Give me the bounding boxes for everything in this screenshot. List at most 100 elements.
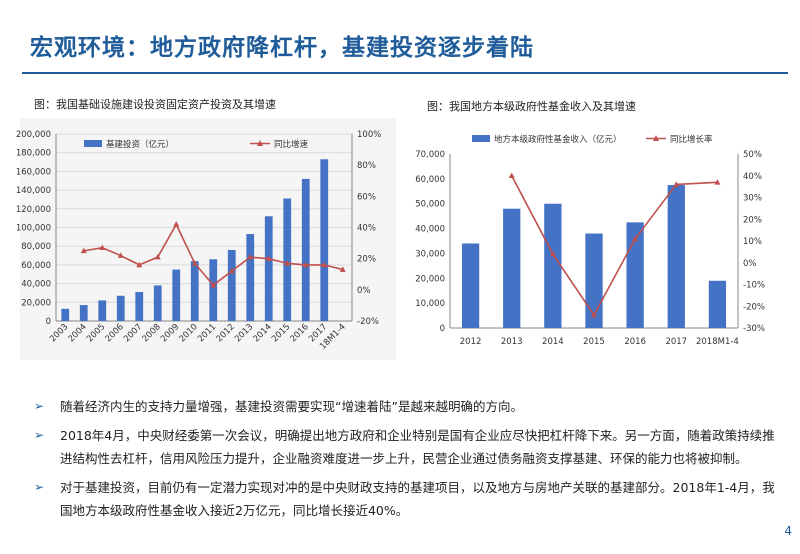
bar bbox=[461, 243, 480, 328]
y-right-tick-label: 10% bbox=[743, 237, 762, 247]
page-number: 4 bbox=[784, 524, 792, 538]
bullet-item: ➢ 2018年4月，中央财经委第一次会议，明确提出地方政府和企业特别是国有企业应… bbox=[34, 424, 784, 470]
x-tick-label: 2013 bbox=[233, 322, 255, 344]
data-point bbox=[591, 311, 597, 318]
bar bbox=[264, 216, 273, 321]
chart2-svg: 0 10,000 20,000 30,000 40,000 50,000 60,000 70,… bbox=[415, 134, 765, 347]
bar bbox=[301, 178, 310, 321]
chart2-caption: 图：我国地方本级政府性基金收入及其增速 bbox=[427, 100, 636, 113]
x-tick-label: 2012 bbox=[460, 337, 482, 347]
y-right-tick-label: -30% bbox=[743, 324, 765, 334]
x-tick-label: 2014 bbox=[542, 337, 564, 347]
x-tick-label: 2012 bbox=[214, 322, 236, 344]
y-left-tick-label: 120,000 bbox=[16, 205, 51, 215]
y-right-tick-label: 0% bbox=[743, 259, 757, 269]
y-left-tick-label: 0 bbox=[440, 324, 445, 334]
bullet-arrow-icon: ➢ bbox=[34, 399, 45, 413]
y-left-tick-label: 60,000 bbox=[21, 261, 51, 271]
legend-bar-label: 基建投资（亿元） bbox=[106, 139, 174, 150]
legend-line-marker bbox=[653, 135, 659, 141]
data-point bbox=[99, 244, 106, 251]
x-tick-label: 2016 bbox=[288, 322, 310, 344]
y-left-tick-label: 50,000 bbox=[415, 200, 445, 210]
bar bbox=[626, 222, 644, 328]
bar bbox=[544, 203, 562, 328]
data-point bbox=[302, 261, 309, 268]
bar bbox=[227, 249, 236, 321]
data-point bbox=[228, 267, 235, 274]
y-left-tick-label: 40,000 bbox=[21, 280, 51, 290]
y-left-tick-label: 160,000 bbox=[16, 167, 51, 177]
legend-bar-label: 地方本级政府性基金收入（亿元） bbox=[494, 134, 622, 145]
x-tick-label: 2010 bbox=[177, 322, 199, 344]
bar bbox=[135, 292, 144, 321]
bar bbox=[153, 285, 162, 321]
bar bbox=[116, 295, 125, 321]
data-point bbox=[117, 252, 124, 258]
chart1-panel: 0 20,000 40,000 60,000 80,000 100,000 120,000 1… bbox=[16, 118, 396, 360]
x-tick-label: 2005 bbox=[85, 322, 107, 344]
data-point bbox=[191, 260, 198, 266]
chart1-caption: 图：我国基础设施建设投资固定资产投资及其增速 bbox=[34, 98, 276, 111]
y-right-tick-label: -10% bbox=[743, 281, 765, 291]
y-right-tick-label: 20% bbox=[357, 255, 376, 265]
data-point bbox=[80, 247, 87, 254]
x-tick-label: 2013 bbox=[501, 337, 523, 347]
legend-line-marker bbox=[257, 140, 263, 146]
data-point bbox=[632, 235, 639, 242]
legend-bar-swatch bbox=[84, 140, 102, 147]
y-right-tick-label: 20% bbox=[743, 215, 762, 225]
y-right-tick-label: 0% bbox=[357, 286, 371, 296]
y-left-tick-label: 60,000 bbox=[415, 175, 445, 185]
x-tick-label: 2008 bbox=[140, 322, 162, 344]
chart2-panel: 0 10,000 20,000 30,000 40,000 50,000 60,000 70,… bbox=[415, 118, 788, 360]
data-point bbox=[136, 261, 143, 268]
data-point bbox=[154, 253, 161, 260]
y-left-tick-label: 30,000 bbox=[415, 249, 445, 259]
y-left-tick-label: 20,000 bbox=[415, 274, 445, 284]
y-right-tick-label: 30% bbox=[743, 194, 762, 204]
bar bbox=[209, 259, 218, 321]
x-tick-label: 2006 bbox=[103, 322, 125, 344]
bullet-item: ➢ 对于基建投资，目前仍有一定潜力实现对冲的是中央财政支持的基建项目，以及地方与… bbox=[34, 476, 784, 522]
x-tick-label: 2015 bbox=[270, 322, 292, 344]
y-left-tick-label: 100,000 bbox=[16, 224, 51, 234]
data-point bbox=[673, 181, 680, 187]
y-left-tick-label: 40,000 bbox=[415, 225, 445, 235]
bar bbox=[283, 198, 292, 321]
y-left-tick-label: 10,000 bbox=[415, 299, 445, 309]
x-tick-label: 2018M1-4 bbox=[696, 337, 739, 347]
x-tick-label: 2009 bbox=[159, 322, 181, 344]
data-point bbox=[549, 250, 556, 257]
bullet-arrow-icon: ➢ bbox=[34, 428, 45, 442]
data-point bbox=[339, 266, 346, 272]
bullet-item: ➢ 随着经济内生的支持力量增强，基建投资需要实现“增速着陆”是越来越明确的方向。 bbox=[34, 395, 784, 418]
x-tick-label: 2011 bbox=[196, 322, 218, 344]
legend-line-label: 同比增速 bbox=[274, 139, 309, 150]
title-divider bbox=[22, 72, 788, 74]
x-tick-label: 2016 bbox=[624, 337, 646, 347]
bar bbox=[61, 308, 70, 321]
bar bbox=[246, 234, 255, 321]
data-point bbox=[265, 255, 272, 261]
bar bbox=[79, 305, 88, 321]
y-left-tick-label: 200,000 bbox=[16, 130, 51, 140]
bar bbox=[190, 261, 199, 321]
bullet-text: 对于基建投资，目前仍有一定潜力实现对冲的是中央财政支持的基建项目，以及地方与房地… bbox=[60, 480, 775, 518]
y-left-tick-label: 0 bbox=[46, 317, 51, 327]
data-point bbox=[321, 261, 328, 268]
x-tick-label: 2014 bbox=[251, 322, 273, 344]
y-left-tick-label: 20,000 bbox=[21, 298, 51, 308]
x-tick-label: 2007 bbox=[122, 322, 144, 344]
bullet-text: 2018年4月，中央财经委第一次会议，明确提出地方政府和企业特别是国有企业应尽快… bbox=[60, 428, 775, 466]
y-right-tick-label: 100% bbox=[357, 130, 381, 140]
data-point bbox=[247, 253, 254, 260]
bullet-list: ➢ 随着经济内生的支持力量增强，基建投资需要实现“增速着陆”是越来越明确的方向。… bbox=[34, 395, 784, 528]
data-point bbox=[284, 260, 291, 266]
x-tick-label: 2015 bbox=[583, 337, 605, 347]
bullet-text: 随着经济内生的支持力量增强，基建投资需要实现“增速着陆”是越来越明确的方向。 bbox=[60, 399, 523, 414]
legend-bar-swatch bbox=[472, 135, 490, 142]
y-left-tick-label: 70,000 bbox=[415, 150, 445, 160]
y-right-tick-label: 60% bbox=[357, 192, 376, 202]
bar bbox=[708, 280, 727, 328]
